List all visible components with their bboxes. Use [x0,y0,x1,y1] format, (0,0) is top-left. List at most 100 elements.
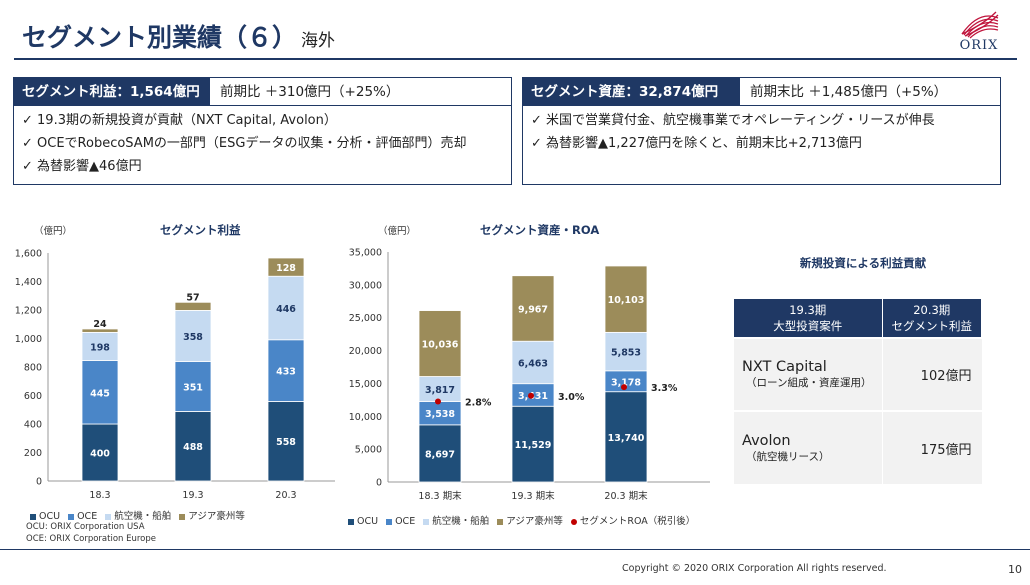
bar-segment [267,257,305,277]
segment-profit-chart: 0 200 400 600 800 1,000 1,200 1,400 1,600 400 445 1… [15,249,335,501]
data-label: 9,967 [518,304,548,315]
col-header-profit: 20.3期 セグメント利益 [882,299,982,338]
profit-chart-title: セグメント利益 [160,223,241,237]
roa-label: 3.0% [558,392,585,403]
copyright: Copyright © 2020 ORIX Corporation All ri… [622,563,887,574]
table-row: Avolon （航空機リース） 175億円 [734,410,982,484]
legend-label: OCE [395,516,416,527]
data-label: 488 [183,442,203,453]
y-tick-label: 20,000 [349,346,382,357]
y-tick-label: 400 [24,420,42,431]
profit-bullet: ✓ 19.3期の新規投資が貢献（NXT Capital, Avolon） [22,113,337,128]
x-tick-label: 18.3 期末 [418,490,462,502]
bar-segment [81,423,119,482]
data-label: 11,529 [515,440,552,451]
asset-bullet: ✓ 為替影響▲1,227億円を除くと、前期末比+2,713億円 [531,136,862,151]
data-label: 24 [93,319,107,330]
note-oce: OCE: ORIX Corporation Europe [26,534,156,544]
data-label: 6,463 [518,358,548,369]
bar-segment [174,411,212,482]
data-label: 558 [276,437,296,448]
x-tick-label: 19.3 [182,490,203,501]
legend-swatch [497,518,504,525]
legend-item: アジア豪州等 [179,511,245,522]
data-label: 400 [90,449,110,460]
y-tick-label: 30,000 [349,280,382,291]
profit-bullet: ✓ OCEでRobecoSAMの一部門（ESGデータの収集・分析・評価部門）売却 [22,136,467,151]
investment-profit: 102億円 [882,337,982,411]
x-tick-label: 20.3 [275,490,296,501]
data-label: 358 [183,332,203,343]
legend-item: OCU [348,516,378,527]
bar-segment [511,405,555,483]
legend-swatch [386,518,393,525]
page-title: セグメント別業績（６） 海外 [22,18,335,54]
y-tick-label: 200 [24,448,42,459]
profit-chart-unit: （億円） [34,226,73,237]
profit-chart-legend: OCU OCE 航空機・船舶 アジア豪州等 [30,508,253,522]
orix-logo-icon [961,11,999,39]
legend-swatch [179,513,186,520]
bar-segment [174,301,212,311]
legend-swatch [105,513,112,520]
bar-segment [81,328,119,333]
investment-table-title: 新規投資による利益貢献 [799,256,927,270]
footer-divider [0,549,1030,550]
data-label: 433 [276,367,296,378]
y-tick-label: 1,600 [15,249,42,260]
legend-label: 航空機・船舶 [114,511,172,522]
title-divider [14,58,1017,60]
legend-swatch [570,518,577,525]
bar-segment [418,310,462,377]
investment-desc: （航空機リース） [746,450,830,463]
y-tick-label: 5,000 [355,445,382,456]
roa-point [528,392,534,399]
legend-label: OCU [39,511,61,522]
y-tick-label: 800 [24,363,42,374]
data-label: 446 [276,304,296,315]
data-label: 13,740 [608,433,645,444]
y-tick-label: 10,000 [349,412,382,423]
segment-profit-box: セグメント利益：1,564億円 前期比 ＋310億円（+25%） ✓ 19.3期… [13,77,512,185]
asset-chart-title: セグメント資産・ROA [480,223,600,237]
bar-segment [604,391,648,483]
bar-segment [418,424,462,483]
legend-item: 航空機・船舶 [423,516,489,527]
y-tick-label: 25,000 [349,313,382,324]
segment-asset-compare: 前期末比 ＋1,485億円（+5%） [750,84,948,100]
title-main: セグメント別業績（６） [22,23,298,52]
legend-label: OCE [77,511,98,522]
segment-asset-box: セグメント資産：32,874億円 前期末比 ＋1,485億円（+5%） ✓ 米国… [522,77,1001,185]
roa-point [435,398,441,405]
segment-asset-chart: 0 5,000 10,000 15,000 20,000 25,000 30,000 35,0… [349,248,710,502]
legend-label: アジア豪州等 [506,516,563,527]
title-subtitle: 海外 [301,31,336,51]
legend-swatch [30,513,36,520]
page-number: 10 [1008,563,1022,576]
bar-segment [174,310,212,362]
data-label: 3,817 [425,385,455,396]
table-row: NXT Capital （ローン組成・資産運用） 102億円 [734,337,982,411]
data-label: 351 [183,382,203,393]
logo-text: ORIX [959,38,999,53]
data-label: 57 [186,292,199,303]
notes: OCU: ORIX Corporation USA OCE: ORIX Corp… [26,521,156,545]
legend-swatch [348,518,354,525]
segment-asset-label: セグメント資産：32,874億円 [523,78,740,105]
data-label: 445 [90,388,110,399]
legend-item: セグメントROA（税引後） [570,516,695,527]
legend-item: OCU [30,511,60,522]
data-label: 10,103 [608,295,645,306]
investment-name: Avolon [742,432,791,449]
bar-segment [267,401,305,482]
y-tick-label: 1,200 [15,306,42,317]
bar-segment [267,275,305,341]
legend-label: 航空機・船舶 [432,516,490,527]
data-label: 3,538 [425,409,455,420]
asset-chart-unit: （億円） [378,226,417,237]
asset-chart-legend: OCU OCE 航空機・船舶 アジア豪州等 セグメントROA（税引後） [348,513,703,527]
roa-point [621,384,627,391]
bar-segment [604,265,648,333]
legend-label: アジア豪州等 [188,511,245,522]
asset-bullet: ✓ 米国で営業貸付金、航空機事業でオペレーティング・リースが伸長 [531,113,935,128]
